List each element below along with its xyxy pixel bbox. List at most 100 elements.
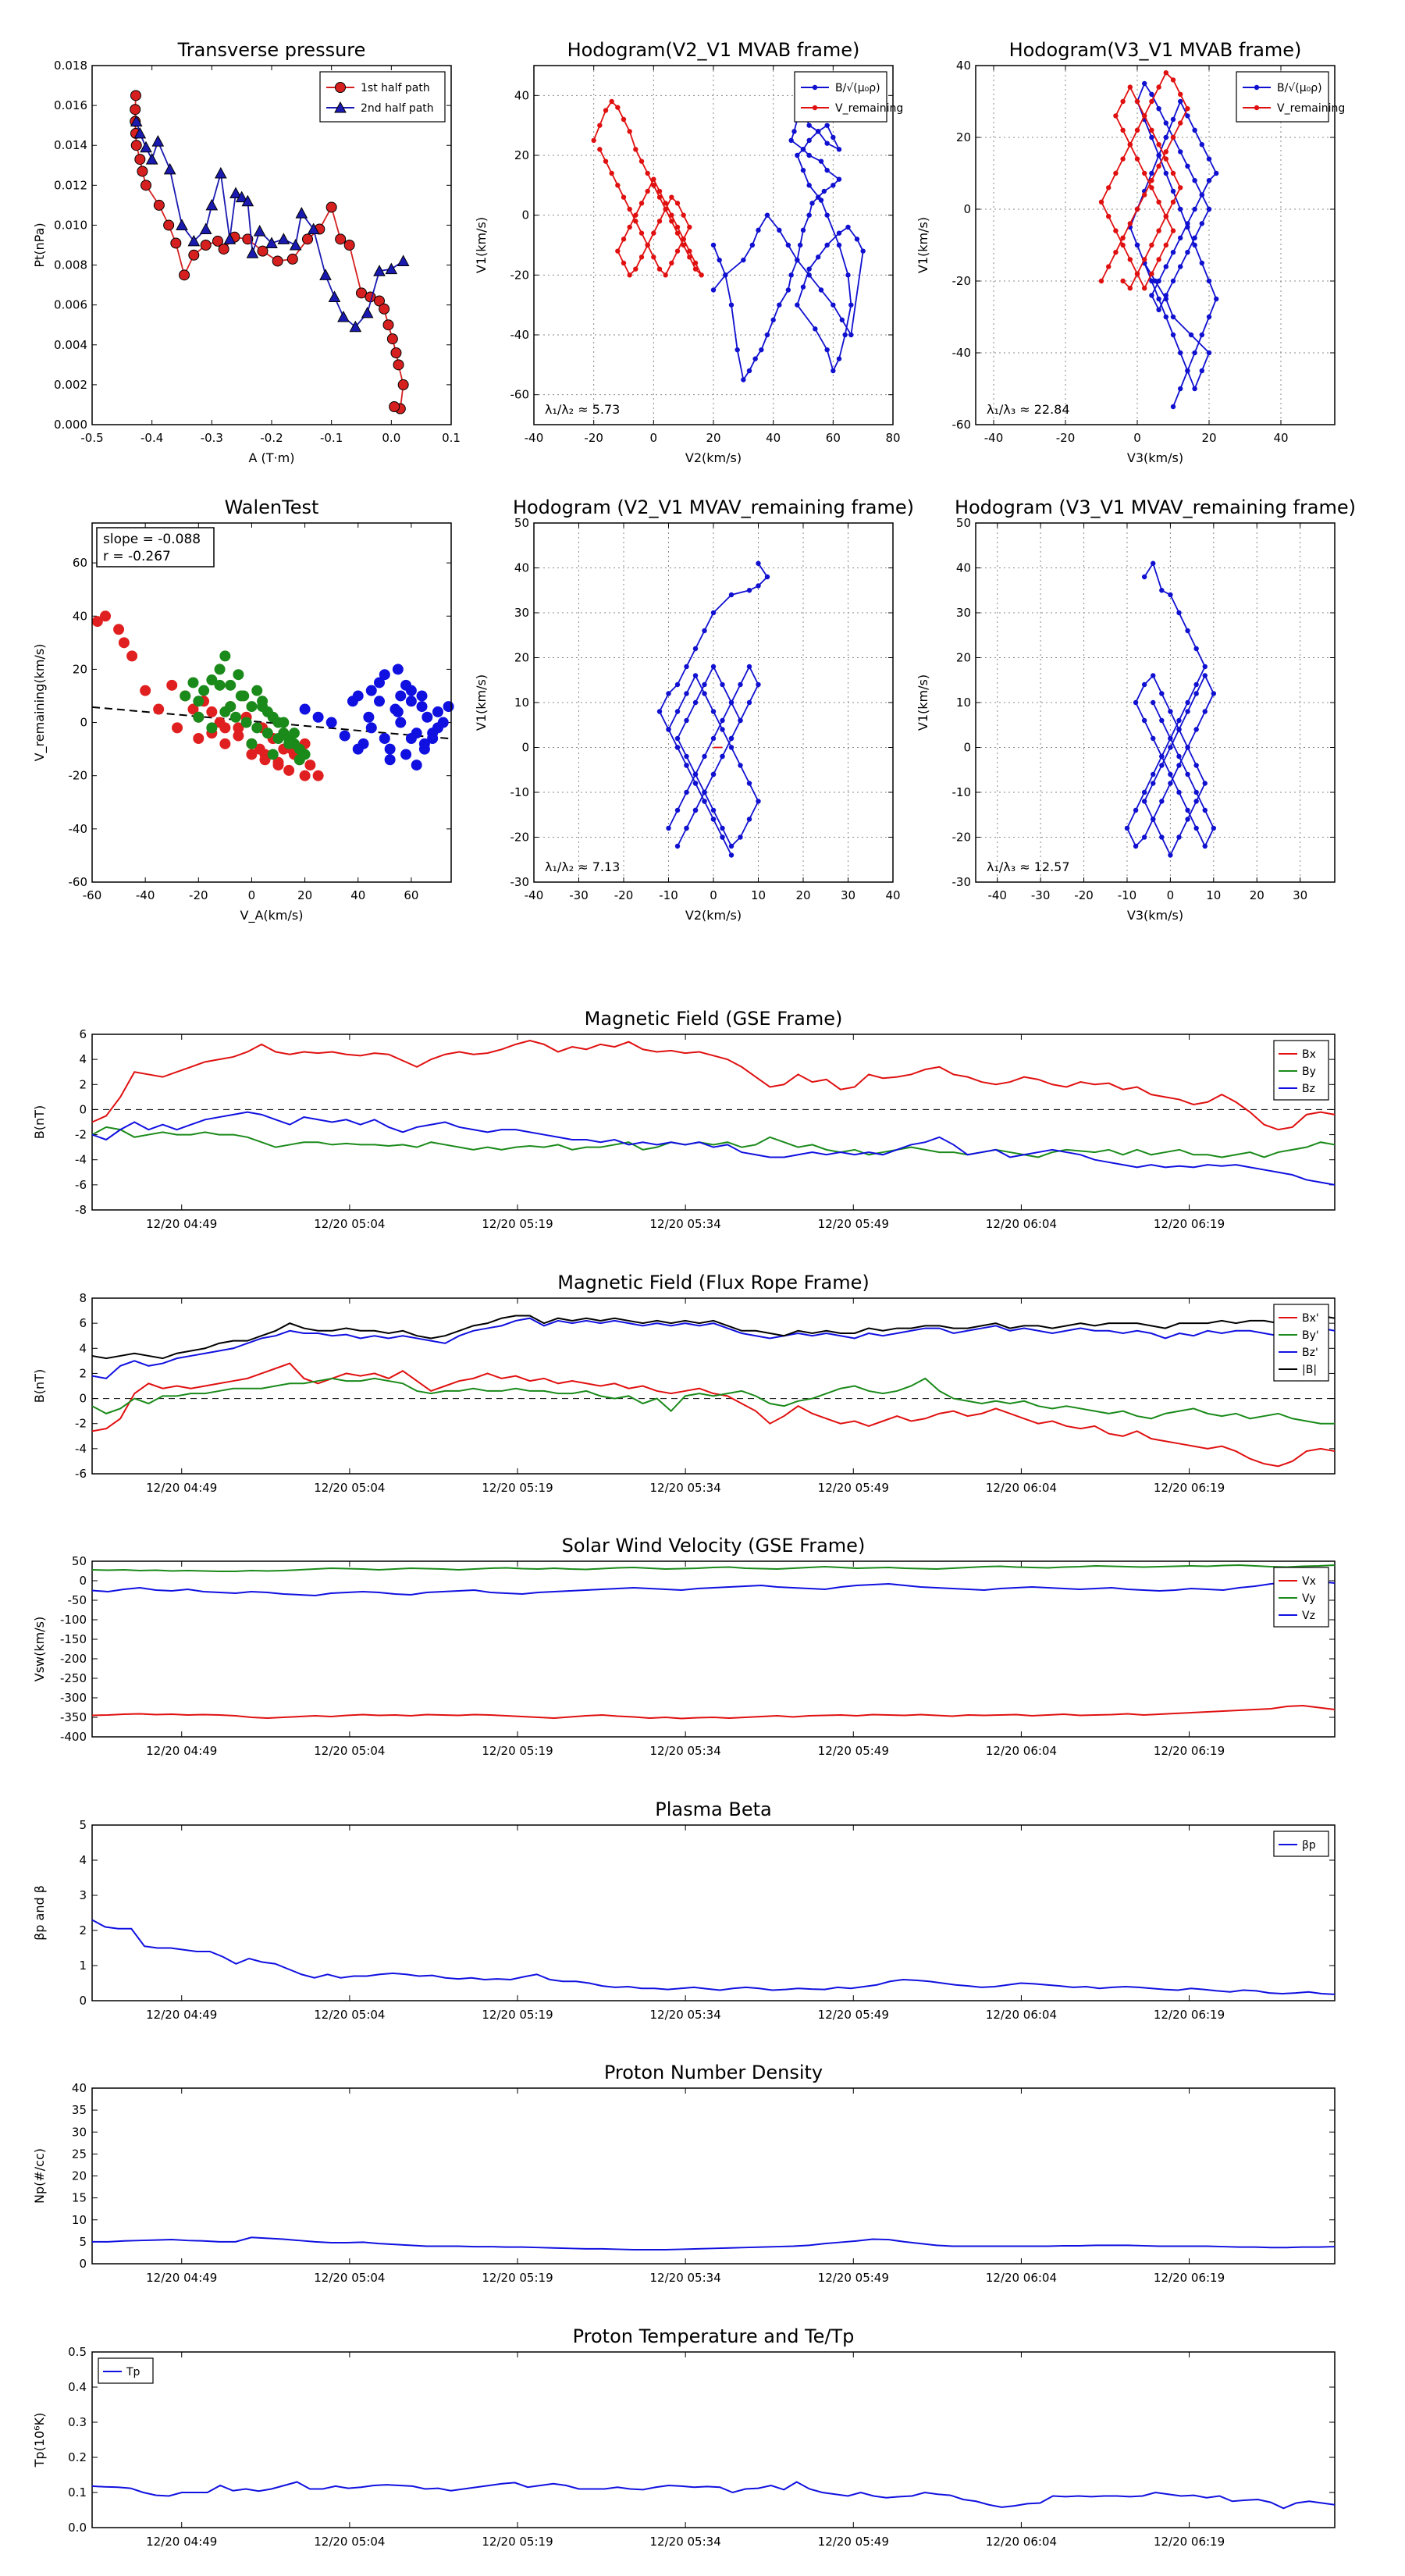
y-tick-label: 0 [79,1392,87,1406]
data-point [1170,314,1176,320]
x-tick-label: -30 [569,888,589,902]
data-point [702,799,707,804]
data-point [777,227,782,233]
data-point [1141,574,1147,580]
data-point [669,219,674,224]
data-point [848,332,854,338]
data-point [140,141,152,153]
data-point [312,711,324,723]
data-point [669,194,674,200]
y-tick-label: -20 [69,769,88,783]
plot-frame [91,1297,1336,1475]
data-point [1149,242,1154,248]
data-point [795,302,800,308]
data-point [1193,727,1199,732]
legend-label: Bz' [1302,1347,1318,1359]
data-point [267,749,279,760]
data-point [710,817,717,822]
x-tick-label: 12/20 05:34 [650,2271,721,2285]
x-tick-label: 20 [1201,431,1216,445]
y-tick-label: 0 [79,1574,87,1588]
data-point [382,319,394,331]
chart-h21: -40 -20 0 20 40 60 80 -60 -40 -20 0 20 40 Hodogram(V2… [474,39,903,465]
data-point [824,212,830,218]
x-tick-label: 12/20 06:19 [1154,2008,1225,2022]
data-point [687,224,692,230]
data-point [118,637,130,649]
x-axis-label: V2(km/s) [685,908,742,923]
data-point [1151,771,1156,777]
y-tick-label: 2 [79,1366,87,1380]
data-point [153,703,165,715]
data-point [1214,170,1219,176]
data-point [205,198,219,211]
data-point [1170,278,1176,284]
data-point [1156,296,1161,302]
data-point [180,690,191,702]
data-point [728,745,735,750]
data-point [663,206,668,212]
data-point [1199,368,1205,374]
y-tick-label: -20 [510,268,530,282]
data-point [172,722,183,734]
series-line-bx [91,1362,1336,1468]
data-point [1178,235,1183,240]
data-point [735,347,740,353]
stats-box [96,527,215,568]
data-point [251,722,263,734]
data-point [1156,307,1161,312]
data-point [1185,709,1190,714]
data-point [1199,332,1205,338]
y-tick-label: -250 [60,1671,87,1685]
x-tick-label: 12/20 05:49 [818,1481,889,1495]
data-point [187,234,201,247]
data-point [1151,699,1156,706]
data-point [130,104,141,116]
legend-label: Vz [1302,1610,1315,1622]
data-point [836,356,842,361]
data-point [352,743,364,755]
data-point [389,401,400,412]
series-line-vx [91,1704,1336,1720]
data-point [1202,664,1208,670]
data-point [848,302,854,308]
data-point [393,359,404,371]
data-point [824,167,830,173]
data-point [785,287,791,293]
data-point [246,749,258,760]
data-point [800,284,806,290]
x-tick-label: 20 [795,888,810,902]
series-line [592,100,702,276]
data-point [392,706,404,717]
data-point [710,735,717,742]
chart-title: Magnetic Field (Flux Rope Frame) [557,1272,869,1293]
y-tick-label: 0.002 [54,378,87,392]
x-tick-label: -40 [984,431,1004,445]
data-point [1185,817,1190,822]
data-point [692,260,699,266]
data-point [229,187,242,199]
chart-title: Transverse pressure [177,39,366,61]
data-point [699,272,704,278]
data-point [385,262,398,275]
data-point [1098,199,1104,205]
x-axis-label: V3(km/s) [1127,450,1183,465]
data-point [638,230,645,236]
y-tick-label: 6 [79,1027,87,1041]
data-point [261,728,273,739]
stats-line: slope = -0.088 [103,532,201,547]
data-point [339,730,350,742]
y-tick-label: 20 [956,651,971,665]
legend-label: 2nd half path [361,102,434,115]
data-point [1163,214,1169,219]
data-point [259,754,271,766]
data-point [1176,763,1182,768]
data-point [251,685,263,696]
data-point [1185,106,1190,112]
y-tick-label: 50 [72,1554,87,1568]
y-tick-label: -40 [952,346,972,360]
legend-box [319,71,446,123]
data-point [627,272,632,278]
data-point [312,770,324,781]
data-point [702,681,707,688]
